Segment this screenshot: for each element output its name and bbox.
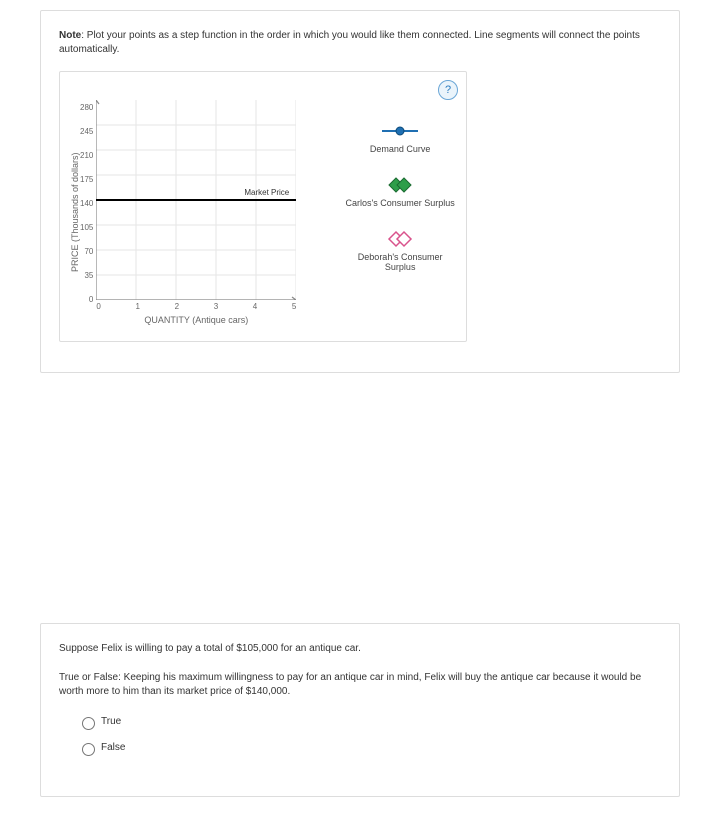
- ytick: 70: [84, 248, 93, 256]
- ytick: 280: [80, 104, 93, 112]
- ytick: 175: [80, 176, 93, 184]
- radio-false[interactable]: [82, 743, 95, 756]
- xtick: 0: [96, 302, 100, 311]
- ytick: 0: [89, 296, 93, 304]
- ytick: 140: [80, 200, 93, 208]
- legend-label: Demand Curve: [342, 144, 458, 154]
- xtick: 3: [214, 302, 218, 311]
- question-line-1: Suppose Felix is willing to pay a total …: [59, 642, 661, 657]
- legend-label: Carlos's Consumer Surplus: [342, 198, 458, 208]
- legend: Demand Curve Carlos's Consumer Surplus: [342, 100, 458, 325]
- y-axis-label: PRICE (Thousands of dollars): [68, 100, 80, 325]
- blank-spacer: [0, 393, 720, 613]
- xtick: 2: [175, 302, 179, 311]
- ytick: 105: [80, 224, 93, 232]
- deborah-surplus-icon: [342, 230, 458, 248]
- carlos-surplus-icon: [342, 176, 458, 194]
- xtick: 4: [253, 302, 257, 311]
- plot-wrap: Market Price 0 1 2 3 4 5 QUANTITY (Antiq…: [96, 100, 296, 325]
- x-axis-label: QUANTITY (Antique cars): [96, 315, 296, 325]
- y-axis-ticks: 280 245 210 175 140 105 70 35 0: [80, 100, 96, 300]
- plot-column: PRICE (Thousands of dollars) 280 245 210…: [68, 100, 326, 325]
- chart-card: ? PRICE (Thousands of dollars) 280 245 2…: [59, 71, 467, 342]
- question-panel: Suppose Felix is willing to pay a total …: [40, 623, 680, 797]
- note-text: : Plot your points as a step function in…: [59, 30, 640, 55]
- option-false-row[interactable]: False: [77, 740, 661, 756]
- radio-true[interactable]: [82, 717, 95, 730]
- chart-body: PRICE (Thousands of dollars) 280 245 210…: [68, 100, 458, 325]
- note-prefix: Note: [59, 30, 81, 41]
- question-line-2: True or False: Keeping his maximum willi…: [59, 671, 661, 700]
- legend-item-deborah[interactable]: Deborah's Consumer Surplus: [342, 230, 458, 272]
- ytick: 210: [80, 152, 93, 160]
- x-axis-ticks: 0 1 2 3 4 5: [96, 302, 296, 311]
- plot-area[interactable]: [96, 100, 296, 300]
- legend-item-demand[interactable]: Demand Curve: [342, 122, 458, 154]
- demand-curve-icon: [342, 122, 458, 140]
- chart-panel: Note: Plot your points as a step functio…: [40, 10, 680, 373]
- market-price-label: Market Price: [244, 188, 289, 197]
- xtick: 5: [292, 302, 296, 311]
- help-icon[interactable]: ?: [438, 80, 458, 100]
- ytick: 35: [84, 272, 93, 280]
- option-false-label: False: [101, 742, 125, 753]
- option-true-row[interactable]: True: [77, 714, 661, 730]
- legend-label: Deborah's Consumer Surplus: [342, 252, 458, 272]
- legend-item-carlos[interactable]: Carlos's Consumer Surplus: [342, 176, 458, 208]
- ytick: 245: [80, 128, 93, 136]
- note-line: Note: Plot your points as a step functio…: [59, 29, 661, 57]
- option-true-label: True: [101, 716, 121, 727]
- xtick: 1: [135, 302, 139, 311]
